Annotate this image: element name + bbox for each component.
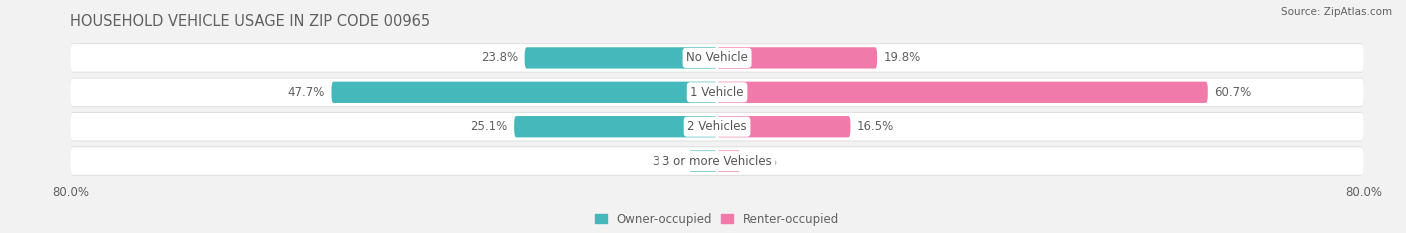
Text: 19.8%: 19.8% <box>883 51 921 64</box>
Text: 23.8%: 23.8% <box>481 51 519 64</box>
FancyBboxPatch shape <box>332 82 717 103</box>
FancyBboxPatch shape <box>717 116 851 137</box>
FancyBboxPatch shape <box>689 151 717 172</box>
Text: 25.1%: 25.1% <box>471 120 508 133</box>
Text: HOUSEHOLD VEHICLE USAGE IN ZIP CODE 00965: HOUSEHOLD VEHICLE USAGE IN ZIP CODE 0096… <box>70 14 430 29</box>
Text: 2.9%: 2.9% <box>747 155 778 168</box>
FancyBboxPatch shape <box>717 151 741 172</box>
Text: 60.7%: 60.7% <box>1215 86 1251 99</box>
Text: Source: ZipAtlas.com: Source: ZipAtlas.com <box>1281 7 1392 17</box>
FancyBboxPatch shape <box>70 43 1364 73</box>
FancyBboxPatch shape <box>524 47 717 69</box>
FancyBboxPatch shape <box>70 78 1364 107</box>
Text: 16.5%: 16.5% <box>856 120 894 133</box>
FancyBboxPatch shape <box>717 82 1208 103</box>
FancyBboxPatch shape <box>70 147 1364 175</box>
Text: 3 or more Vehicles: 3 or more Vehicles <box>662 155 772 168</box>
FancyBboxPatch shape <box>70 44 1364 72</box>
FancyBboxPatch shape <box>70 113 1364 140</box>
Text: 3.5%: 3.5% <box>652 155 682 168</box>
Text: No Vehicle: No Vehicle <box>686 51 748 64</box>
FancyBboxPatch shape <box>515 116 717 137</box>
Text: 2 Vehicles: 2 Vehicles <box>688 120 747 133</box>
FancyBboxPatch shape <box>70 112 1364 141</box>
Text: 1 Vehicle: 1 Vehicle <box>690 86 744 99</box>
Text: 47.7%: 47.7% <box>288 86 325 99</box>
FancyBboxPatch shape <box>717 47 877 69</box>
FancyBboxPatch shape <box>70 79 1364 106</box>
FancyBboxPatch shape <box>70 146 1364 176</box>
Legend: Owner-occupied, Renter-occupied: Owner-occupied, Renter-occupied <box>591 208 844 231</box>
